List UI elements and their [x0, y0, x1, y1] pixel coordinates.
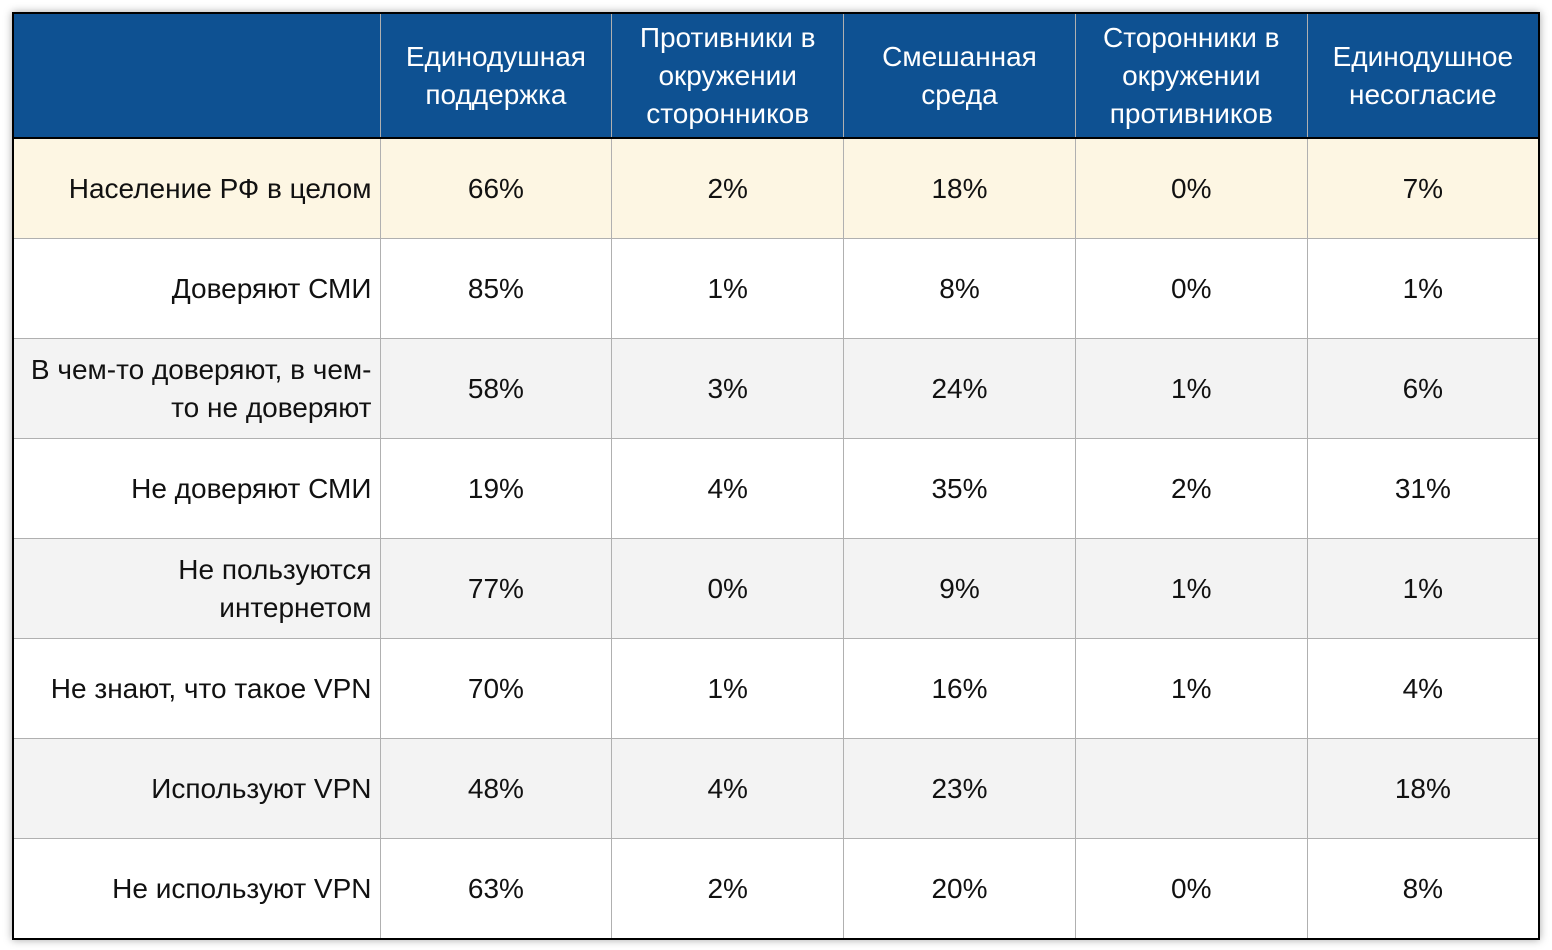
- column-header: Смешанная среда: [843, 12, 1076, 139]
- table-cell: 6%: [1306, 338, 1540, 439]
- column-header: Единодушное несогласие: [1306, 12, 1540, 139]
- header-row: Единодушная поддержка Противники в окруже…: [12, 12, 1540, 139]
- row-label: Не пользуются интернетом: [12, 538, 381, 639]
- table-cell: 31%: [1306, 438, 1540, 539]
- table-row: Не знают, что такое VPN 70% 1% 16% 1% 4%: [12, 638, 1540, 739]
- table-cell: 1%: [1074, 338, 1308, 439]
- row-label: Не используют VPN: [12, 838, 381, 940]
- table-cell: 2%: [1074, 438, 1308, 539]
- row-label: Доверяют СМИ: [12, 238, 381, 339]
- column-header: Противники в окружении сторонников: [611, 12, 845, 139]
- table-cell: 58%: [379, 338, 613, 439]
- table-row: Используют VPN 48% 4% 23% 18%: [12, 738, 1540, 839]
- table-cell: [1074, 738, 1308, 839]
- table-cell: 0%: [1074, 238, 1308, 339]
- row-label: Используют VPN: [12, 738, 381, 839]
- table-cell: 63%: [379, 838, 613, 940]
- table-cell: 1%: [611, 238, 845, 339]
- header-corner: [12, 12, 381, 139]
- row-label: Население РФ в целом: [12, 137, 381, 239]
- table-cell: 1%: [1306, 538, 1540, 639]
- table-row: Доверяют СМИ 85% 1% 8% 0% 1%: [12, 238, 1540, 339]
- column-header: Сторонники в окружении противников: [1074, 12, 1308, 139]
- row-label: Не доверяют СМИ: [12, 438, 381, 539]
- table-row: В чем-то доверяют, в чем-то не доверяют 5…: [12, 338, 1540, 439]
- table-cell: 16%: [843, 638, 1076, 739]
- table-cell: 2%: [611, 838, 845, 940]
- table-cell: 9%: [843, 538, 1076, 639]
- table-cell: 24%: [843, 338, 1076, 439]
- table-cell: 0%: [1074, 137, 1308, 239]
- table-cell: 1%: [611, 638, 845, 739]
- table-cell: 4%: [1306, 638, 1540, 739]
- table-cell: 19%: [379, 438, 613, 539]
- table-row: Население РФ в целом 66% 2% 18% 0% 7%: [12, 137, 1540, 239]
- table-cell: 85%: [379, 238, 613, 339]
- column-header: Единодушная поддержка: [379, 12, 613, 139]
- table-cell: 0%: [1074, 838, 1308, 940]
- table-cell: 8%: [1306, 838, 1540, 940]
- table-cell: 18%: [1306, 738, 1540, 839]
- table-row: Не пользуются интернетом 77% 0% 9% 1% 1%: [12, 538, 1540, 639]
- table-cell: 20%: [843, 838, 1076, 940]
- table-row: Не используют VPN 63% 2% 20% 0% 8%: [12, 838, 1540, 940]
- table-cell: 2%: [611, 137, 845, 239]
- row-label: В чем-то доверяют, в чем-то не доверяют: [12, 338, 381, 439]
- table-cell: 7%: [1306, 137, 1540, 239]
- table-cell: 4%: [611, 738, 845, 839]
- data-table: Единодушная поддержка Противники в окруже…: [12, 12, 1540, 940]
- table-cell: 66%: [379, 137, 613, 239]
- row-label: Не знают, что такое VPN: [12, 638, 381, 739]
- table-cell: 35%: [843, 438, 1076, 539]
- table-cell: 8%: [843, 238, 1076, 339]
- table-cell: 4%: [611, 438, 845, 539]
- table-cell: 1%: [1306, 238, 1540, 339]
- table-cell: 77%: [379, 538, 613, 639]
- table-cell: 70%: [379, 638, 613, 739]
- table-cell: 1%: [1074, 638, 1308, 739]
- table-cell: 1%: [1074, 538, 1308, 639]
- table-cell: 48%: [379, 738, 613, 839]
- table-cell: 0%: [611, 538, 845, 639]
- table-row: Не доверяют СМИ 19% 4% 35% 2% 31%: [12, 438, 1540, 539]
- table-cell: 23%: [843, 738, 1076, 839]
- table-cell: 3%: [611, 338, 845, 439]
- table-cell: 18%: [843, 137, 1076, 239]
